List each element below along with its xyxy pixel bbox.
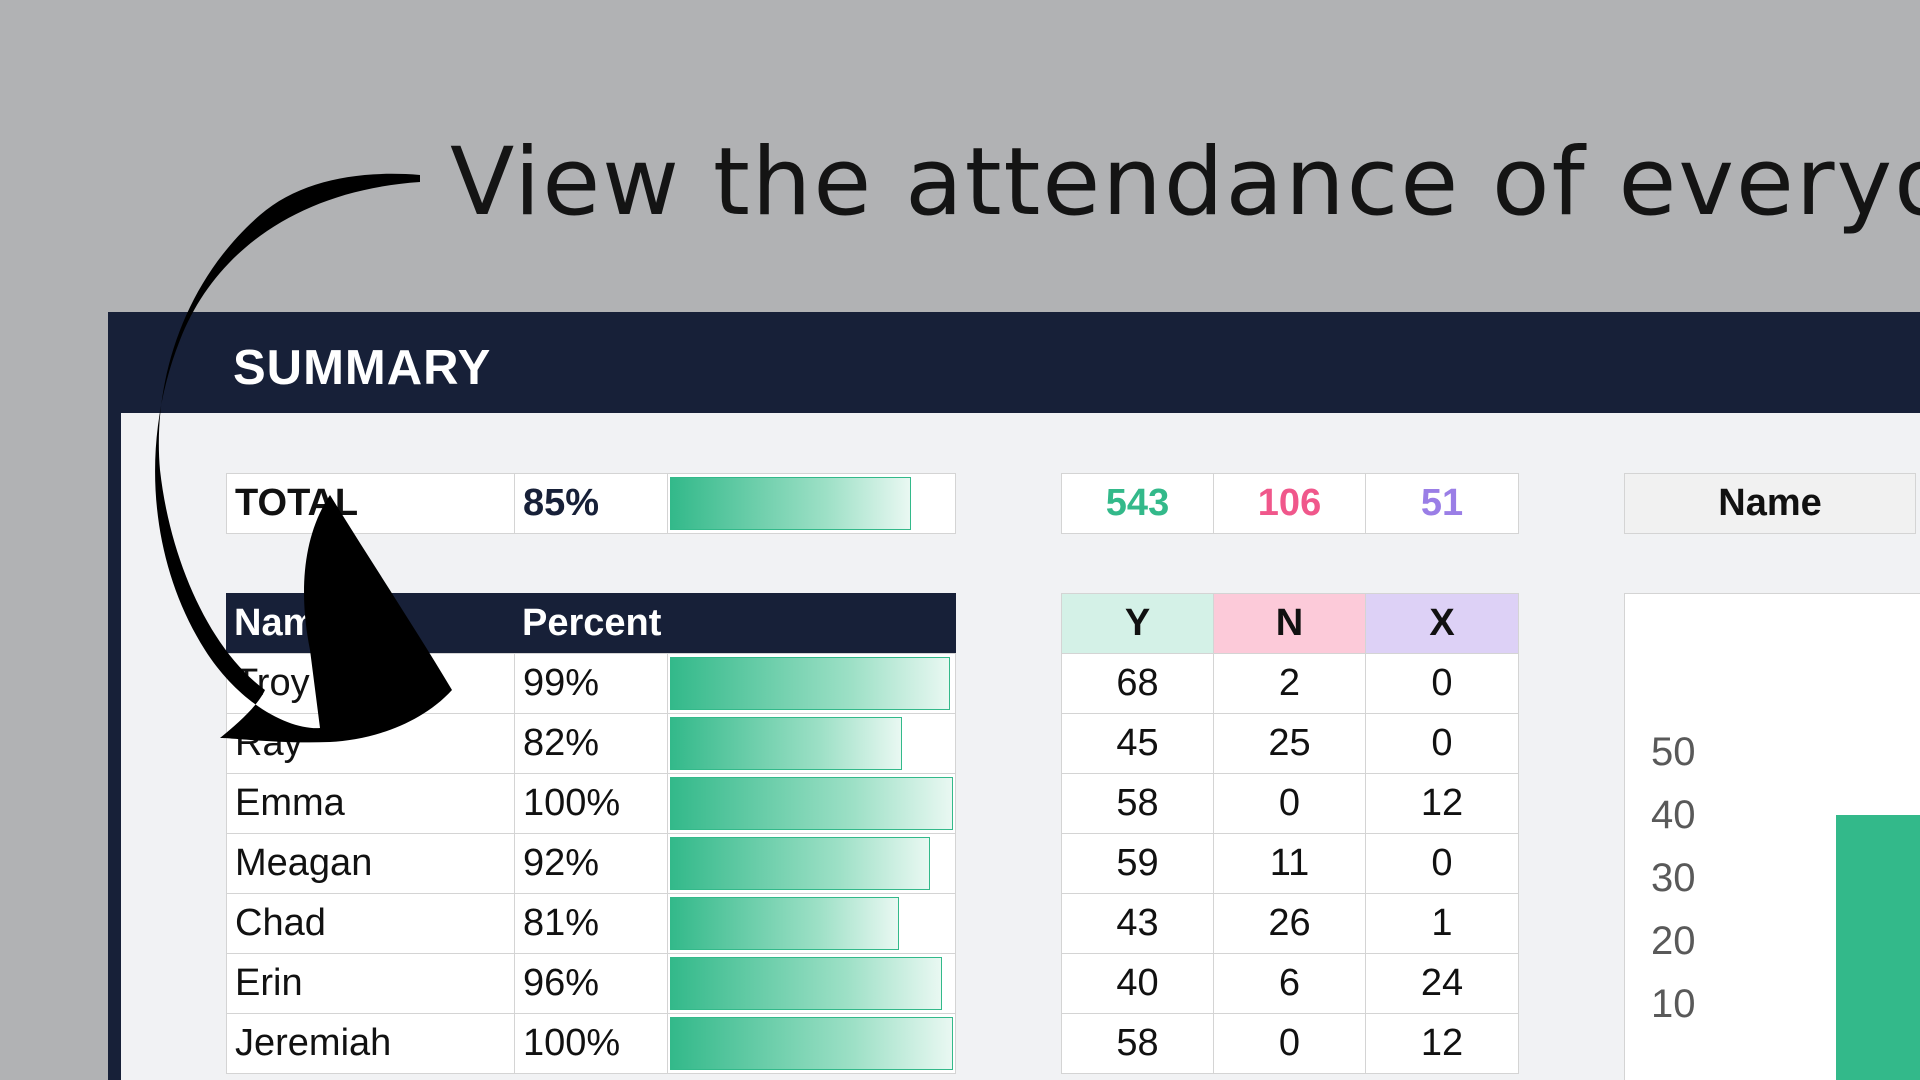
name-column-header[interactable]: Name	[226, 593, 515, 653]
row-x-cell[interactable]: 24	[1365, 953, 1519, 1014]
total-percent[interactable]: 85%	[514, 473, 668, 534]
row-n-cell[interactable]: 25	[1213, 713, 1366, 774]
row-n-cell[interactable]: 26	[1213, 893, 1366, 954]
row-percent-cell[interactable]: 100%	[514, 773, 668, 834]
row-percent-cell[interactable]: 96%	[514, 953, 668, 1014]
row-percent-cell[interactable]: 92%	[514, 833, 668, 894]
row-x-cell[interactable]: 0	[1365, 713, 1519, 774]
row-name-cell[interactable]: Jeremiah	[226, 1013, 515, 1074]
total-progress-cell[interactable]	[667, 473, 956, 534]
row-progress-cell[interactable]	[667, 1013, 956, 1074]
row-x-cell[interactable]: 1	[1365, 893, 1519, 954]
chart-y-tick-label: 40	[1651, 793, 1696, 837]
row-x-cell[interactable]: 0	[1365, 833, 1519, 894]
row-progress-cell[interactable]	[667, 893, 956, 954]
row-y-cell[interactable]: 68	[1061, 653, 1214, 714]
row-n-cell[interactable]: 0	[1213, 773, 1366, 834]
row-x-cell[interactable]: 12	[1365, 773, 1519, 834]
total-y-count[interactable]: 543	[1061, 473, 1214, 534]
row-progress-cell[interactable]	[667, 833, 956, 894]
row-name-cell[interactable]: Ray	[226, 713, 515, 774]
chart-bar	[1836, 815, 1920, 1080]
name-header-right[interactable]: Name	[1624, 473, 1916, 534]
row-y-cell[interactable]: 58	[1061, 1013, 1214, 1074]
total-label[interactable]: TOTAL	[226, 473, 515, 534]
row-progress-bar	[670, 837, 931, 890]
row-progress-cell[interactable]	[667, 773, 956, 834]
row-percent-cell[interactable]: 99%	[514, 653, 668, 714]
row-progress-bar	[670, 657, 951, 710]
row-name-cell[interactable]: Troy	[226, 653, 515, 714]
total-progress-bar	[670, 477, 911, 530]
total-x-count[interactable]: 51	[1365, 473, 1519, 534]
row-progress-bar	[670, 777, 953, 830]
row-percent-cell[interactable]: 82%	[514, 713, 668, 774]
row-name-cell[interactable]: Erin	[226, 953, 515, 1014]
sheet-title: SUMMARY	[233, 341, 492, 395]
row-percent-cell[interactable]: 81%	[514, 893, 668, 954]
attendance-chart: 50 40 30 20 10	[1624, 593, 1920, 1080]
caption: View the attendance of everyone!	[450, 128, 1920, 237]
row-name-cell[interactable]: Chad	[226, 893, 515, 954]
y-column-header[interactable]: Y	[1061, 593, 1214, 654]
row-progress-bar	[670, 957, 942, 1010]
chart-y-tick-label: 50	[1651, 730, 1696, 774]
row-progress-bar	[670, 1017, 953, 1070]
row-n-cell[interactable]: 0	[1213, 1013, 1366, 1074]
row-x-cell[interactable]: 12	[1365, 1013, 1519, 1074]
chart-y-tick-label: 10	[1651, 982, 1696, 1026]
row-progress-bar	[670, 717, 903, 770]
row-progress-cell[interactable]	[667, 953, 956, 1014]
row-name-cell[interactable]: Emma	[226, 773, 515, 834]
row-n-cell[interactable]: 11	[1213, 833, 1366, 894]
row-n-cell[interactable]: 6	[1213, 953, 1366, 1014]
row-percent-cell[interactable]: 100%	[514, 1013, 668, 1074]
row-y-cell[interactable]: 59	[1061, 833, 1214, 894]
row-n-cell[interactable]: 2	[1213, 653, 1366, 714]
percent-column-header[interactable]: Percent	[514, 593, 956, 653]
row-y-cell[interactable]: 45	[1061, 713, 1214, 774]
total-n-count[interactable]: 106	[1213, 473, 1366, 534]
x-column-header[interactable]: X	[1365, 593, 1519, 654]
row-progress-cell[interactable]	[667, 713, 956, 774]
row-progress-bar	[670, 897, 900, 950]
row-y-cell[interactable]: 40	[1061, 953, 1214, 1014]
chart-y-tick-label: 20	[1651, 919, 1696, 963]
row-y-cell[interactable]: 43	[1061, 893, 1214, 954]
n-column-header[interactable]: N	[1213, 593, 1366, 654]
chart-y-tick-label: 30	[1651, 856, 1696, 900]
row-progress-cell[interactable]	[667, 653, 956, 714]
row-x-cell[interactable]: 0	[1365, 653, 1519, 714]
row-y-cell[interactable]: 58	[1061, 773, 1214, 834]
row-name-cell[interactable]: Meagan	[226, 833, 515, 894]
